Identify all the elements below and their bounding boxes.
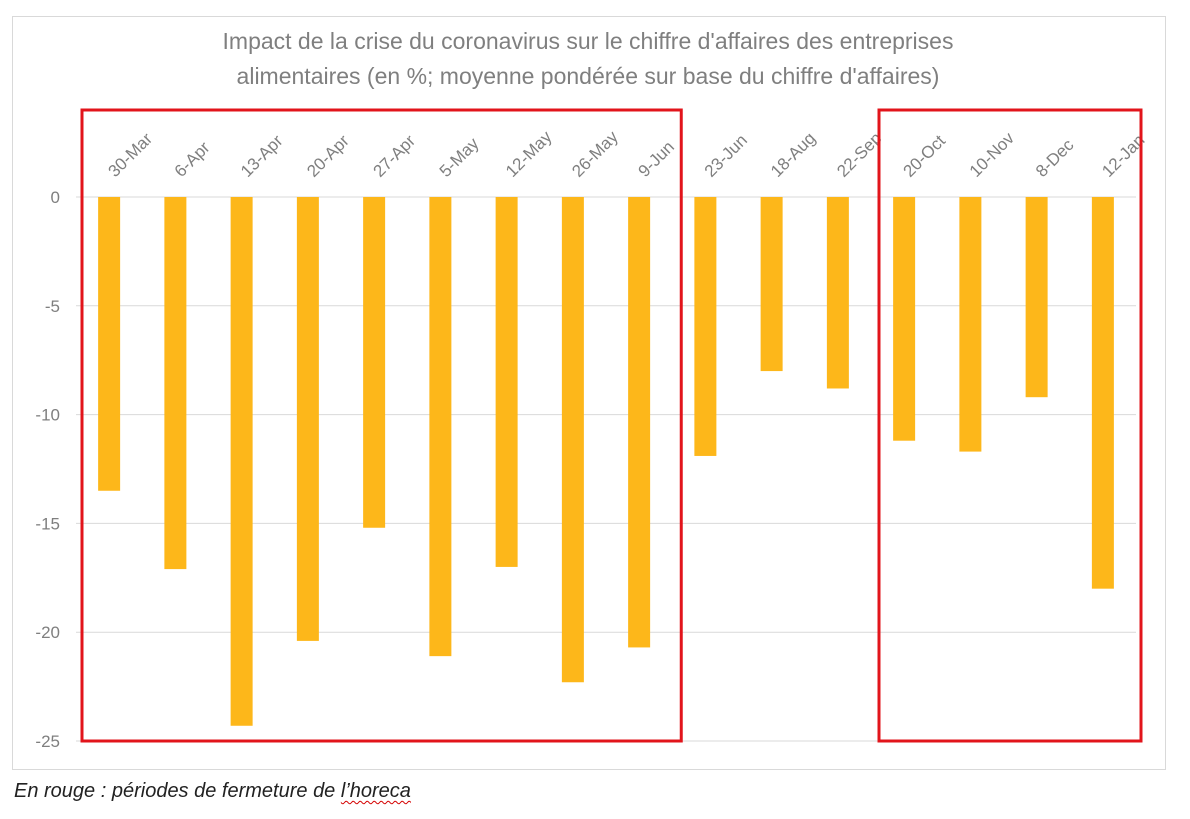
x-tick-label: 27-Apr: [370, 131, 420, 181]
x-tick-label: 9-Jun: [635, 137, 679, 181]
x-tick-label: 10-Nov: [966, 128, 1019, 181]
bar-13-Apr: [230, 197, 253, 726]
x-tick-label: 13-Apr: [237, 131, 287, 181]
y-tick-label: -20: [35, 623, 60, 642]
bar-30-Mar: [98, 197, 121, 491]
y-tick-label: -10: [35, 406, 60, 425]
highlight-boxes: [80, 108, 1143, 743]
bar-27-Apr: [363, 197, 386, 528]
x-tick-label: 26-May: [568, 127, 622, 181]
x-axis-ticks: 30-Mar 6-Apr 13-Apr 20-Apr 27-Apr 5-May 12-May…: [105, 127, 1149, 181]
x-tick-label: 30-Mar: [105, 129, 157, 181]
bar-12-May: [495, 197, 518, 567]
y-tick-label: 0: [51, 188, 60, 207]
bar-20-Apr: [296, 197, 319, 641]
caption: En rouge : périodes de fermeture de l’ho…: [14, 780, 411, 803]
highlight-box: [80, 108, 683, 743]
highlight-box: [877, 108, 1143, 743]
bar-10-Nov: [959, 197, 982, 452]
bar-22-Sep: [826, 197, 849, 389]
x-tick-label: 8-Dec: [1032, 135, 1078, 181]
chart-title-line-1: Impact de la crise du coronavirus sur le…: [222, 28, 954, 54]
bar-8-Dec: [1025, 197, 1048, 398]
bars: [98, 197, 1114, 726]
bar-5-May: [429, 197, 452, 657]
bar-12-Jan: [1091, 197, 1114, 589]
y-axis-ticks: 0 -5 -10 -15 -20 -25: [35, 188, 60, 751]
bar-20-Oct: [893, 197, 916, 441]
x-tick-label: 18-Aug: [767, 129, 819, 181]
caption-underlined-word: l’horeca: [340, 780, 411, 802]
x-tick-label: 20-Oct: [900, 131, 950, 181]
chart-title: Impact de la crise du coronavirus sur le…: [0, 24, 1176, 94]
x-tick-label: 6-Apr: [171, 138, 214, 181]
x-tick-label: 23-Jun: [701, 131, 751, 181]
bar-18-Aug: [760, 197, 783, 372]
y-tick-label: -5: [45, 297, 60, 316]
x-tick-label: 12-May: [502, 127, 556, 181]
bar-6-Apr: [164, 197, 187, 570]
y-tick-label: -25: [35, 732, 60, 751]
chart-title-line-2: alimentaires (en %; moyenne pondérée sur…: [236, 63, 940, 89]
x-tick-label: 5-May: [436, 134, 483, 181]
caption-text: En rouge : périodes de fermeture de: [14, 780, 341, 802]
bar-23-Jun: [694, 197, 717, 456]
bar-26-May: [561, 197, 584, 683]
y-tick-label: -15: [35, 514, 60, 533]
bar-9-Jun: [628, 197, 651, 648]
x-tick-label: 20-Apr: [303, 131, 353, 181]
